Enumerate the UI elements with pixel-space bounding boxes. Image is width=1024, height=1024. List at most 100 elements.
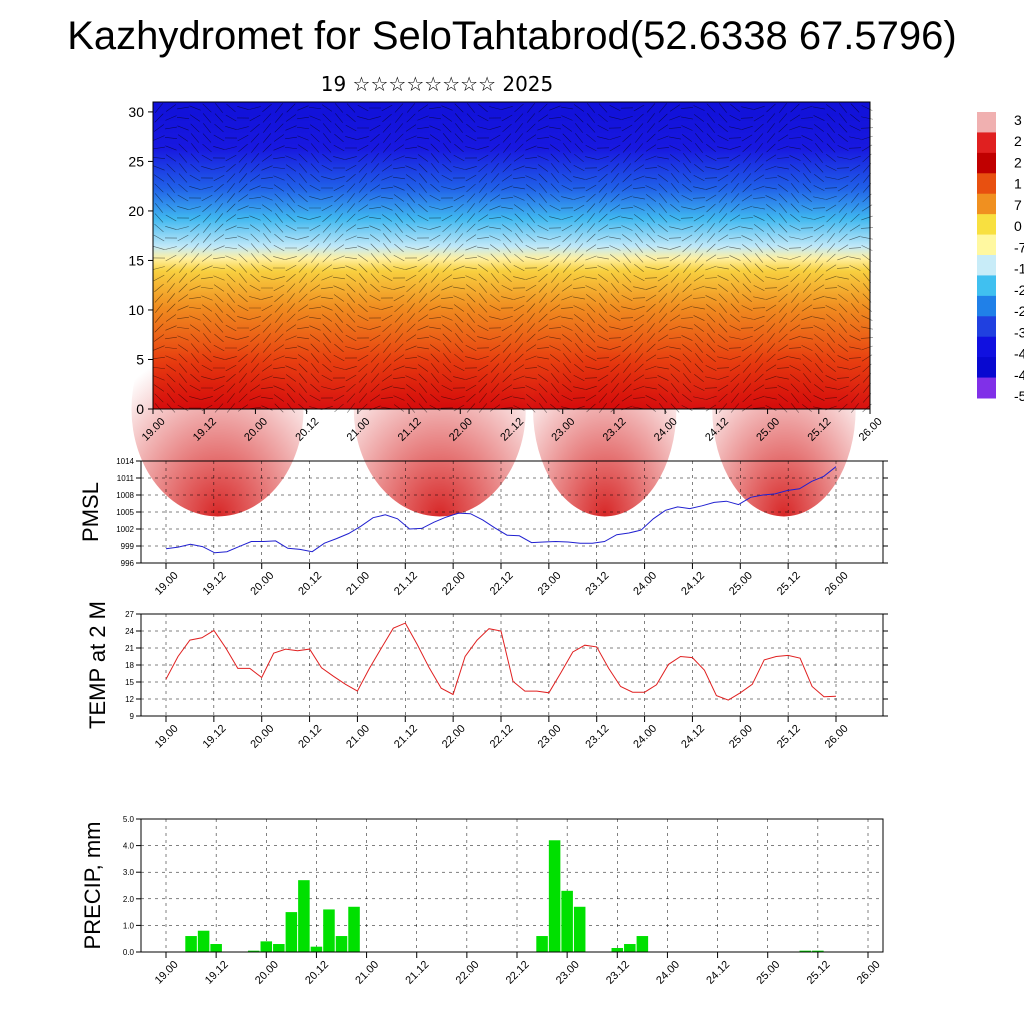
wind-barb <box>490 363 500 373</box>
wind-barb <box>286 383 296 393</box>
wind-barb <box>813 295 825 301</box>
wind-barb <box>286 173 296 183</box>
wind-barb <box>789 125 801 131</box>
wind-barb <box>825 204 837 212</box>
wind-barb <box>393 386 405 390</box>
wind-barb <box>573 195 585 201</box>
wind-barb <box>346 393 356 403</box>
wind-barb <box>213 245 225 251</box>
wind-barb <box>322 243 332 253</box>
wind-barb <box>261 375 273 381</box>
wind-barb <box>562 334 572 342</box>
x-tick-label: 23.00 <box>554 959 582 987</box>
wind-barb <box>633 314 645 322</box>
wind-barb <box>741 305 753 311</box>
wind-barb <box>813 115 825 121</box>
wind-barb <box>670 193 680 203</box>
wind-barb <box>261 276 273 280</box>
wind-barb <box>549 105 561 111</box>
wind-barb <box>826 104 836 112</box>
wind-barb <box>465 384 477 392</box>
wind-barb <box>465 146 477 150</box>
wind-barb <box>177 404 189 412</box>
wind-barb <box>838 103 848 113</box>
wind-barb <box>598 313 608 323</box>
wind-barb <box>165 115 177 121</box>
wind-barb <box>765 375 777 381</box>
wind-barb <box>297 345 309 351</box>
wind-barb <box>431 263 439 273</box>
wind-barb <box>370 373 380 383</box>
wind-barb <box>861 116 873 120</box>
wind-barb <box>417 145 429 151</box>
wind-barb <box>430 143 440 153</box>
wind-barb <box>177 125 189 131</box>
wind-barb <box>609 326 621 330</box>
x-tick-label: 25.12 <box>805 959 833 987</box>
wind-barb <box>358 193 368 203</box>
wind-barb <box>598 293 608 303</box>
wind-barb <box>802 393 812 403</box>
wind-barb <box>491 373 499 383</box>
wind-barb <box>334 203 344 213</box>
wind-barb <box>226 303 236 313</box>
wind-barb <box>694 123 704 133</box>
y-tick-label: 9 <box>130 712 135 721</box>
wind-barb <box>442 373 452 383</box>
y-tick-label: 27 <box>125 610 134 619</box>
wind-barb <box>802 263 812 273</box>
wind-barb <box>310 163 320 173</box>
wind-barb <box>345 136 357 140</box>
wind-barb <box>692 407 706 409</box>
wind-barb <box>201 265 213 271</box>
wind-barb <box>657 366 669 370</box>
wind-barb <box>321 204 333 212</box>
wind-barb <box>646 203 656 213</box>
wind-barb <box>238 383 248 393</box>
wind-barb <box>335 323 343 333</box>
wind-barb <box>826 353 836 363</box>
wind-barb <box>346 323 356 333</box>
wind-barb <box>261 195 273 201</box>
wind-barb <box>490 393 500 403</box>
wind-barb <box>826 243 836 253</box>
wind-barb <box>634 143 644 153</box>
wind-barb <box>262 103 272 113</box>
wind-barb <box>539 193 547 203</box>
wind-barb <box>802 283 812 293</box>
wind-barb <box>239 273 247 283</box>
wind-barb <box>286 213 296 223</box>
wind-barb <box>202 203 212 213</box>
wind-barb <box>718 284 728 292</box>
wind-barb <box>598 213 608 223</box>
wind-barb <box>838 344 848 352</box>
wind-barb <box>741 226 753 230</box>
wind-barb <box>682 253 692 263</box>
wind-barb <box>418 273 428 283</box>
wind-barb <box>836 267 850 269</box>
wind-barb <box>622 284 632 292</box>
wind-barb <box>526 403 536 413</box>
wind-barb <box>670 403 680 413</box>
wind-barb <box>311 363 319 373</box>
x-tick-label: 23.00 <box>536 570 564 598</box>
wind-barb <box>310 343 320 353</box>
wind-barb <box>730 273 740 283</box>
wind-barb <box>490 293 500 303</box>
wind-barb <box>345 374 357 382</box>
wind-barb <box>622 373 632 383</box>
wind-barb <box>550 193 560 203</box>
wind-barb <box>645 285 657 291</box>
wind-barb <box>706 144 716 152</box>
wind-barb <box>441 174 453 182</box>
wind-barb <box>393 404 405 412</box>
wind-barb <box>429 305 441 311</box>
wind-barb <box>418 263 428 273</box>
wind-barb <box>309 124 321 132</box>
wind-barb <box>754 363 764 373</box>
wind-barb <box>599 303 607 313</box>
wind-barb <box>778 323 788 333</box>
wind-barb <box>826 314 836 322</box>
wind-barb <box>681 305 693 311</box>
wind-barb <box>634 153 644 163</box>
